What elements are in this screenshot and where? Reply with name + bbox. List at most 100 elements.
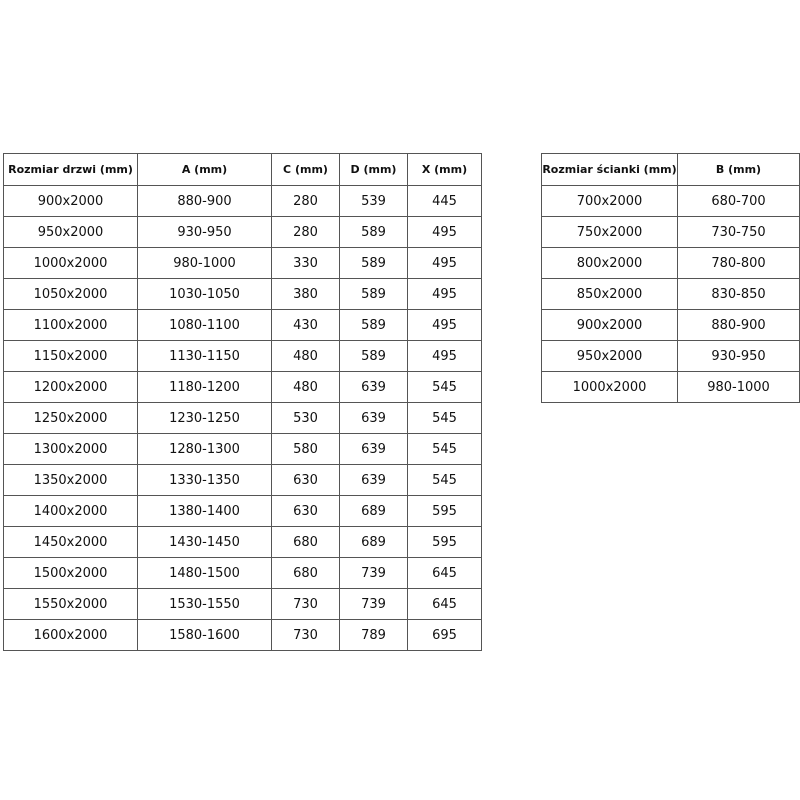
table-cell: 595 xyxy=(407,495,482,527)
table-cell: 730 xyxy=(271,588,340,620)
table-cell: 1230-1250 xyxy=(137,402,272,434)
table-cell: 1030-1050 xyxy=(137,278,272,310)
table-cell: 280 xyxy=(271,185,340,217)
table-row: 1000x2000 980-1000 330 589 495 xyxy=(3,247,482,279)
table-row: 900x2000 880-900 280 539 445 xyxy=(3,185,482,217)
table-cell: 495 xyxy=(407,216,482,248)
table-cell: 680 xyxy=(271,526,340,558)
table-cell: 589 xyxy=(339,309,408,341)
table-cell: 630 xyxy=(271,464,340,496)
table-cell: 739 xyxy=(339,557,408,589)
header-cell: Rozmiar drzwi (mm) xyxy=(3,153,138,186)
table-cell: 380 xyxy=(271,278,340,310)
table-cell: 930-950 xyxy=(137,216,272,248)
table-cell: 680-700 xyxy=(677,185,800,217)
table-row: 800x2000 780-800 xyxy=(541,247,800,279)
table-cell: 430 xyxy=(271,309,340,341)
table-cell: 589 xyxy=(339,216,408,248)
table-cell: 480 xyxy=(271,371,340,403)
table-cell: 530 xyxy=(271,402,340,434)
table-cell: 580 xyxy=(271,433,340,465)
table-row: 1100x2000 1080-1100 430 589 495 xyxy=(3,309,482,341)
table-cell: 589 xyxy=(339,278,408,310)
table-cell: 639 xyxy=(339,371,408,403)
table-row: 1600x2000 1580-1600 730 789 695 xyxy=(3,619,482,651)
table-cell: 495 xyxy=(407,309,482,341)
table-cell: 695 xyxy=(407,619,482,651)
table-cell: 1380-1400 xyxy=(137,495,272,527)
table-cell: 750x2000 xyxy=(541,216,678,248)
table-row: 1550x2000 1530-1550 730 739 645 xyxy=(3,588,482,620)
table-row: 1350x2000 1330-1350 630 639 545 xyxy=(3,464,482,496)
table-row: 850x2000 830-850 xyxy=(541,278,800,310)
table-cell: 495 xyxy=(407,247,482,279)
table-cell: 780-800 xyxy=(677,247,800,279)
table-cell: 1400x2000 xyxy=(3,495,138,527)
table-cell: 680 xyxy=(271,557,340,589)
door-table: Rozmiar drzwi (mm) A (mm) C (mm) D (mm) X (m… xyxy=(3,153,482,651)
table-cell: 1550x2000 xyxy=(3,588,138,620)
table-cell: 1600x2000 xyxy=(3,619,138,651)
table-cell: 689 xyxy=(339,526,408,558)
table-cell: 1500x2000 xyxy=(3,557,138,589)
table-cell: 545 xyxy=(407,371,482,403)
table-row: 950x2000 930-950 280 589 495 xyxy=(3,216,482,248)
table-cell: 700x2000 xyxy=(541,185,678,217)
table-cell: 589 xyxy=(339,247,408,279)
table-cell: 545 xyxy=(407,402,482,434)
table-cell: 1480-1500 xyxy=(137,557,272,589)
table-row: 1400x2000 1380-1400 630 689 595 xyxy=(3,495,482,527)
table-row: 1300x2000 1280-1300 580 639 545 xyxy=(3,433,482,465)
table-cell: 980-1000 xyxy=(137,247,272,279)
table-cell: 589 xyxy=(339,340,408,372)
table-cell: 900x2000 xyxy=(3,185,138,217)
header-cell: Rozmiar ścianki (mm) xyxy=(541,153,678,186)
table-cell: 539 xyxy=(339,185,408,217)
table-cell: 689 xyxy=(339,495,408,527)
table-cell: 330 xyxy=(271,247,340,279)
table-cell: 645 xyxy=(407,588,482,620)
table-row: 1200x2000 1180-1200 480 639 545 xyxy=(3,371,482,403)
table-cell: 1580-1600 xyxy=(137,619,272,651)
header-row: Rozmiar ścianki (mm) B (mm) xyxy=(541,153,800,186)
header-cell: B (mm) xyxy=(677,153,800,186)
table-row: 1250x2000 1230-1250 530 639 545 xyxy=(3,402,482,434)
table-cell: 789 xyxy=(339,619,408,651)
table-cell: 1000x2000 xyxy=(3,247,138,279)
table-cell: 900x2000 xyxy=(541,309,678,341)
table-cell: 980-1000 xyxy=(677,371,800,403)
table-cell: 545 xyxy=(407,433,482,465)
table-cell: 645 xyxy=(407,557,482,589)
table-cell: 1080-1100 xyxy=(137,309,272,341)
header-cell: A (mm) xyxy=(137,153,272,186)
table-row: 900x2000 880-900 xyxy=(541,309,800,341)
header-cell: C (mm) xyxy=(271,153,340,186)
table-cell: 730 xyxy=(271,619,340,651)
table-cell: 1250x2000 xyxy=(3,402,138,434)
panel-table: Rozmiar ścianki (mm) B (mm) 700x2000 680-70… xyxy=(541,153,800,403)
table-row: 1050x2000 1030-1050 380 589 495 xyxy=(3,278,482,310)
table-cell: 880-900 xyxy=(137,185,272,217)
table-cell: 1330-1350 xyxy=(137,464,272,496)
table-cell: 630 xyxy=(271,495,340,527)
table-cell: 1430-1450 xyxy=(137,526,272,558)
table-cell: 880-900 xyxy=(677,309,800,341)
table-cell: 1180-1200 xyxy=(137,371,272,403)
table-cell: 1530-1550 xyxy=(137,588,272,620)
table-cell: 639 xyxy=(339,402,408,434)
table-cell: 1350x2000 xyxy=(3,464,138,496)
table-row: 1150x2000 1130-1150 480 589 495 xyxy=(3,340,482,372)
table-cell: 595 xyxy=(407,526,482,558)
table-cell: 739 xyxy=(339,588,408,620)
table-cell: 1200x2000 xyxy=(3,371,138,403)
table-cell: 545 xyxy=(407,464,482,496)
table-row: 1450x2000 1430-1450 680 689 595 xyxy=(3,526,482,558)
table-cell: 730-750 xyxy=(677,216,800,248)
header-row: Rozmiar drzwi (mm) A (mm) C (mm) D (mm) X (m… xyxy=(3,153,482,186)
table-cell: 280 xyxy=(271,216,340,248)
table-row: 1500x2000 1480-1500 680 739 645 xyxy=(3,557,482,589)
table-row: 1000x2000 980-1000 xyxy=(541,371,800,403)
table-cell: 480 xyxy=(271,340,340,372)
table-row: 950x2000 930-950 xyxy=(541,340,800,372)
